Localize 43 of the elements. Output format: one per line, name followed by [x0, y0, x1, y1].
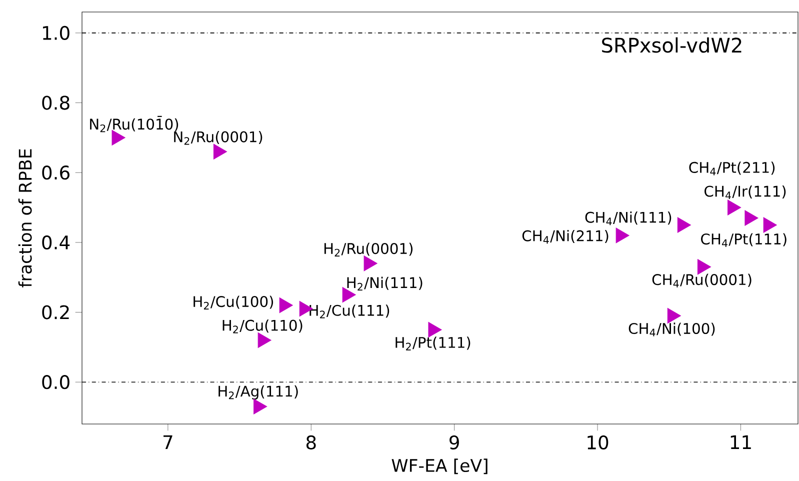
x-tick-label: 7: [164, 435, 172, 449]
annotation: CH$_{4}$/Ni(211): [522, 230, 608, 244]
annotation: N$_{2}$/Ru(0001): [174, 131, 262, 145]
point: [364, 256, 378, 272]
annotation: CH$_{4}$/Pt(211): [689, 162, 775, 176]
x-tick-label: 8: [306, 435, 316, 450]
point: [697, 259, 711, 275]
annotation: CH$_{4}$/Pt(111): [701, 233, 786, 247]
annotation: H$_{2}$/Cu(110): [222, 320, 302, 334]
x-tick-label: 9: [450, 435, 459, 450]
y-tick-label: 0.2: [42, 305, 69, 320]
annotation: CH$_{4}$/Ni(100): [628, 322, 715, 336]
y-tick-label: 0.8: [42, 96, 70, 110]
y-tick-label: 1.0: [42, 26, 70, 40]
point: [342, 287, 356, 303]
x-tick-label: 11: [730, 435, 751, 449]
y-tick-label: 0.4: [42, 235, 70, 250]
annotation: H$_{2}$/Pt(111): [396, 336, 470, 350]
y-axis-title: fraction of RPBE: [18, 149, 32, 288]
x-axis-title: WF-EA [eV]: [392, 458, 488, 474]
point: [258, 332, 272, 348]
point: [667, 308, 681, 324]
annotation: H$_{2}$/Ru(0001): [324, 242, 413, 256]
annotation: CH$_{4}$/Ir(111): [704, 185, 786, 200]
annotation: N$_{2}$/Ru(101̄0): [90, 116, 178, 132]
x-tick-label: 10: [588, 435, 608, 450]
point: [728, 200, 742, 216]
point: [254, 398, 268, 414]
annotation: H$_{2}$/Ag(111): [218, 385, 298, 400]
point: [616, 228, 630, 244]
y-tick-label: 0.0: [42, 375, 70, 390]
point: [677, 217, 691, 233]
point: [428, 322, 442, 338]
annotation: SRPxsol-vdW2: [602, 37, 742, 53]
point: [763, 217, 777, 233]
point: [744, 210, 758, 226]
y-tick-label: 0.6: [42, 166, 70, 180]
annotation: H$_{2}$/Cu(100): [194, 296, 274, 310]
point: [279, 298, 293, 314]
annotation: H$_{2}$/Ni(111): [347, 276, 422, 291]
annotation: CH$_{4}$/Ru(0001): [652, 274, 752, 288]
point: [213, 144, 227, 160]
annotation: CH$_{4}$/Ni(111): [585, 212, 672, 226]
